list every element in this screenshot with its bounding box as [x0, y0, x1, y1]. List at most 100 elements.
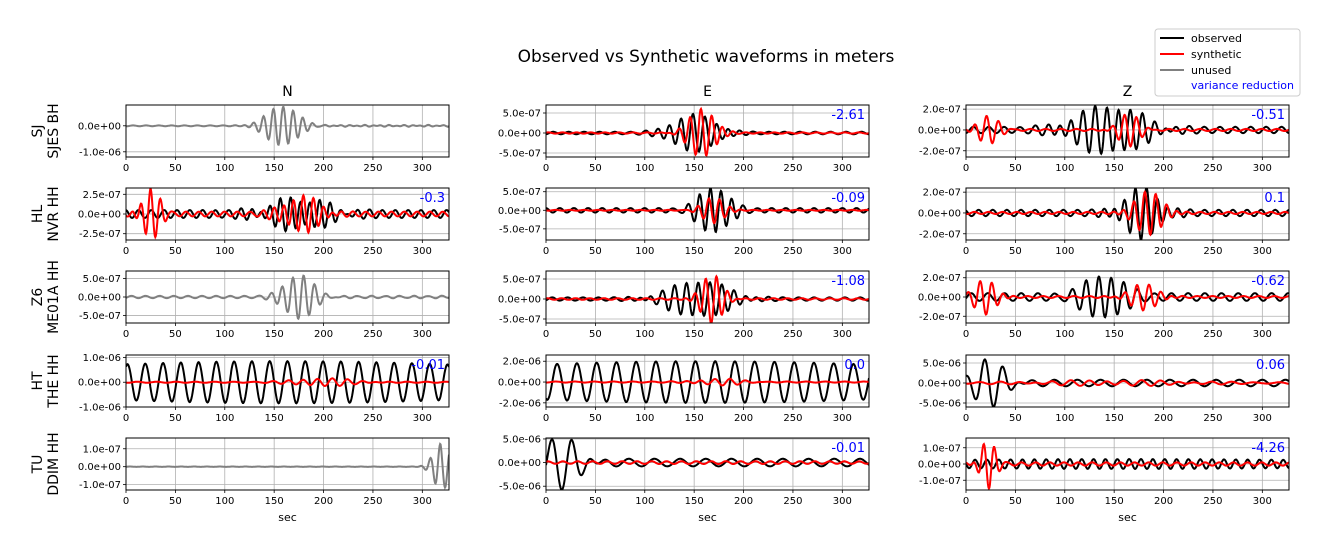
station-name-label: DDIM HH [46, 432, 62, 495]
x-tick-label: 300 [833, 413, 852, 424]
station-network-label: HL [30, 205, 46, 224]
observed-trace [546, 360, 869, 404]
x-tick-label: 150 [265, 496, 284, 507]
y-tick-label: -2.0e-07 [919, 146, 961, 157]
panel-TU-N: 0 50 100 150 200 250 300 1.0e-07 0.0e+00 -1.0e-07… [78, 437, 450, 524]
y-tick-label: -5.0e-07 [499, 315, 541, 326]
x-tick-label: 200 [734, 329, 753, 340]
variance-reduction-label: -0.3 [420, 191, 445, 206]
y-tick-label: -2.5e-07 [79, 229, 121, 240]
x-tick-label: 50 [1009, 329, 1022, 340]
y-tick-label: -5.0e-07 [499, 149, 541, 160]
x-tick-label: 50 [169, 246, 182, 257]
variance-reduction-label: -0.51 [1251, 108, 1285, 123]
legend: observed synthetic unused variance reduc… [1154, 28, 1301, 97]
x-tick-label: 300 [833, 496, 852, 507]
x-tick-label: 250 [1203, 329, 1222, 340]
x-tick-label: 250 [1203, 413, 1222, 424]
unused-trace [126, 105, 449, 147]
x-tick-label: 50 [169, 413, 182, 424]
station-name-label: NVR HH [46, 186, 62, 241]
x-tick-label: 150 [1105, 496, 1124, 507]
synthetic-trace [546, 274, 869, 323]
y-tick-label: 5.0e-07 [83, 274, 121, 285]
legend-label-unused: unused [1191, 64, 1231, 77]
x-tick-label: 100 [1055, 163, 1074, 174]
x-tick-label: 250 [783, 246, 802, 257]
x-tick-label: 150 [685, 329, 704, 340]
x-tick-label: 300 [413, 329, 432, 340]
x-axis-label: sec [698, 511, 717, 524]
x-tick-label: 250 [1203, 496, 1222, 507]
x-tick-label: 250 [783, 413, 802, 424]
x-tick-label: 300 [833, 329, 852, 340]
x-tick-label: 100 [1055, 246, 1074, 257]
y-tick-label: -5.0e-07 [499, 224, 541, 235]
synthetic-trace [966, 113, 1289, 148]
y-tick-label: 0.0e+00 [78, 378, 121, 389]
y-tick-label: 0.0e+00 [498, 129, 541, 140]
observed-trace [966, 188, 1289, 240]
axes-frame [965, 354, 1290, 408]
y-tick-label: -1.0e-06 [79, 147, 121, 158]
x-tick-label: 200 [314, 163, 333, 174]
y-tick-label: 0.0e+00 [918, 379, 961, 390]
y-tick-label: -5.0e-06 [919, 399, 961, 410]
legend-frame [1154, 28, 1301, 97]
synthetic-trace [126, 377, 449, 388]
y-tick-label: 1.0e-06 [83, 353, 121, 364]
x-tick-label: 100 [1055, 329, 1074, 340]
y-tick-label: -1.0e-07 [79, 480, 121, 491]
x-tick-label: 100 [215, 329, 234, 340]
y-tick-label: 2.0e-07 [923, 105, 961, 116]
variance-reduction-label: -0.01 [831, 441, 865, 456]
x-tick-label: 150 [685, 246, 704, 257]
y-tick-label: -5.0e-06 [499, 482, 541, 493]
panel-HL-E: 0 50 100 150 200 250 300 5.0e-07 0.0e+00 -5.0e-07… [498, 187, 870, 257]
x-tick-label: 150 [1105, 329, 1124, 340]
axes-frame [545, 354, 870, 408]
x-tick-label: 0 [963, 246, 969, 257]
station-network-label: Z6 [30, 288, 46, 307]
panel-Z6-E: 0 50 100 150 200 250 300 5.0e-07 0.0e+00 -5.0e-07… [498, 270, 870, 340]
y-tick-label: 0.0e+00 [498, 206, 541, 217]
x-tick-label: 50 [1009, 413, 1022, 424]
y-tick-label: 0.0e+00 [918, 460, 961, 471]
x-tick-label: 0 [123, 163, 129, 174]
axes-frame [125, 437, 450, 491]
x-tick-label: 0 [963, 413, 969, 424]
x-tick-label: 200 [734, 163, 753, 174]
y-tick-label: -1.0e-06 [79, 403, 121, 414]
x-tick-label: 250 [363, 496, 382, 507]
y-tick-label: -2.0e-07 [919, 312, 961, 323]
panel-grid: SJ SJES BH 0 50 100 150 200 250 300 0.0e+00 -1.0e-… [30, 84, 1290, 524]
x-tick-label: 300 [413, 413, 432, 424]
synthetic-trace [966, 190, 1289, 237]
synthetic-trace [966, 379, 1289, 387]
x-tick-label: 0 [543, 163, 549, 174]
y-tick-label: 0.0e+00 [918, 125, 961, 136]
axes-frame [965, 187, 1290, 241]
station-network-label: HT [30, 371, 46, 391]
x-tick-label: 250 [363, 246, 382, 257]
x-tick-label: 0 [543, 329, 549, 340]
x-tick-label: 0 [543, 246, 549, 257]
x-tick-label: 100 [635, 329, 654, 340]
x-tick-label: 200 [734, 413, 753, 424]
y-tick-label: 0.0e+00 [918, 208, 961, 219]
panel-HL-N: 0 50 100 150 200 250 300 2.5e-07 0.0e+00 -2.5e-07… [78, 187, 450, 257]
column-title: E [703, 84, 712, 100]
axes-frame [125, 104, 450, 158]
x-tick-label: 200 [1154, 246, 1173, 257]
y-tick-label: 5.0e-07 [503, 109, 541, 120]
x-tick-label: 250 [783, 163, 802, 174]
x-tick-label: 200 [314, 413, 333, 424]
x-tick-label: 50 [1009, 163, 1022, 174]
panel-HT-Z: 0 50 100 150 200 250 300 5.0e-06 0.0e+00 -5.0e-06… [918, 354, 1290, 424]
x-tick-label: 300 [1253, 246, 1272, 257]
y-tick-label: 2.0e-07 [923, 273, 961, 284]
x-tick-label: 50 [169, 496, 182, 507]
y-tick-label: 0.0e+00 [78, 121, 121, 132]
axes-frame [545, 437, 870, 491]
panel-HT-N: 0 50 100 150 200 250 300 1.0e-06 0.0e+00 -1.0e-06… [78, 353, 450, 424]
